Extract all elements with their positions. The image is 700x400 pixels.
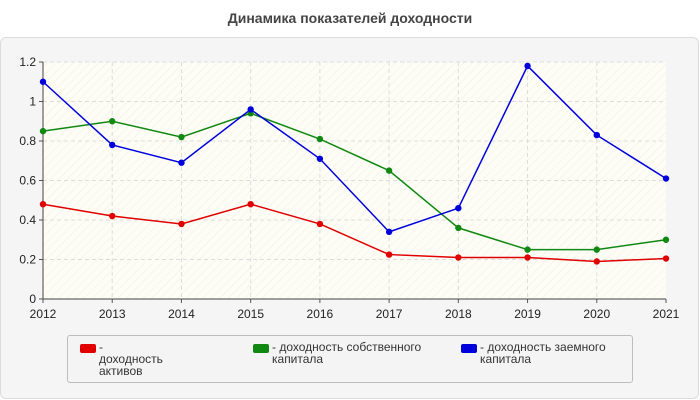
data-point-assets — [39, 201, 47, 208]
x-tick-label: 2020 — [583, 307, 610, 321]
y-tick-label: 1 — [29, 95, 36, 109]
series-line-equity — [42, 112, 667, 251]
x-tick-label: 2016 — [307, 307, 334, 321]
y-tick-label: 0.8 — [19, 134, 36, 148]
tick-labels: 0 0.2 0.4 0.6 0.8 1 1.2 2012 2013 2014 2015 2016 201… — [19, 55, 679, 321]
y-tick-label: 0.2 — [19, 253, 36, 267]
data-point-assets — [455, 254, 462, 261]
series-line-debt — [42, 64, 667, 233]
data-point-debt — [109, 141, 116, 149]
data-point-equity — [109, 118, 116, 125]
y-tick-label: 0.4 — [19, 213, 36, 227]
legend-label-equity: - доходность собственного капитала — [272, 340, 422, 366]
data-point-equity — [178, 133, 185, 141]
data-point-equity — [524, 246, 531, 253]
data-point-equity — [316, 135, 324, 143]
data-point-assets — [662, 255, 670, 262]
legend-label-assets: - доходность активов — [99, 340, 163, 378]
data-point-assets — [178, 220, 185, 228]
x-tick-label: 2013 — [99, 307, 126, 321]
data-point-debt — [455, 204, 462, 212]
data-point-debt — [662, 175, 670, 182]
data-point-debt — [316, 155, 324, 162]
x-tick-label: 2019 — [514, 307, 541, 321]
legend-swatch-assets — [80, 344, 96, 353]
x-tick-label: 2014 — [168, 307, 195, 321]
legend: - доходность активов - доходность собств… — [67, 335, 633, 383]
legend-swatch-equity — [253, 344, 269, 353]
y-tick-label: 0.6 — [19, 174, 36, 188]
x-tick-label: 2017 — [376, 307, 403, 321]
y-tick-label: 0 — [29, 292, 36, 306]
data-point-assets — [524, 254, 531, 261]
x-tick-label: 2015 — [237, 307, 264, 321]
data-point-assets — [593, 258, 600, 265]
series-group — [39, 62, 670, 265]
data-point-debt — [39, 78, 47, 85]
x-tick-label: 2018 — [445, 307, 472, 321]
legend-swatch-debt — [461, 344, 477, 353]
data-point-debt — [593, 131, 600, 139]
series-line-assets — [42, 203, 667, 263]
data-point-equity — [593, 246, 600, 253]
data-point-debt — [524, 62, 531, 70]
legend-label-debt: - доходность заемного капитала — [480, 340, 606, 366]
data-point-equity — [385, 167, 393, 174]
data-point-equity — [662, 236, 670, 243]
data-point-debt — [178, 159, 185, 166]
data-point-equity — [455, 224, 462, 232]
y-tick-label: 1.2 — [19, 55, 36, 69]
data-point-debt — [385, 228, 393, 236]
data-point-assets — [316, 220, 324, 228]
x-tick-label: 2012 — [30, 307, 57, 321]
data-point-assets — [385, 251, 393, 258]
data-point-equity — [39, 127, 47, 135]
axes — [39, 61, 667, 303]
chart-title: Динамика показателей доходности — [227, 10, 473, 26]
x-tick-label: 2021 — [653, 307, 680, 321]
data-point-assets — [247, 201, 254, 208]
data-point-debt — [247, 106, 254, 113]
data-point-assets — [109, 212, 116, 220]
